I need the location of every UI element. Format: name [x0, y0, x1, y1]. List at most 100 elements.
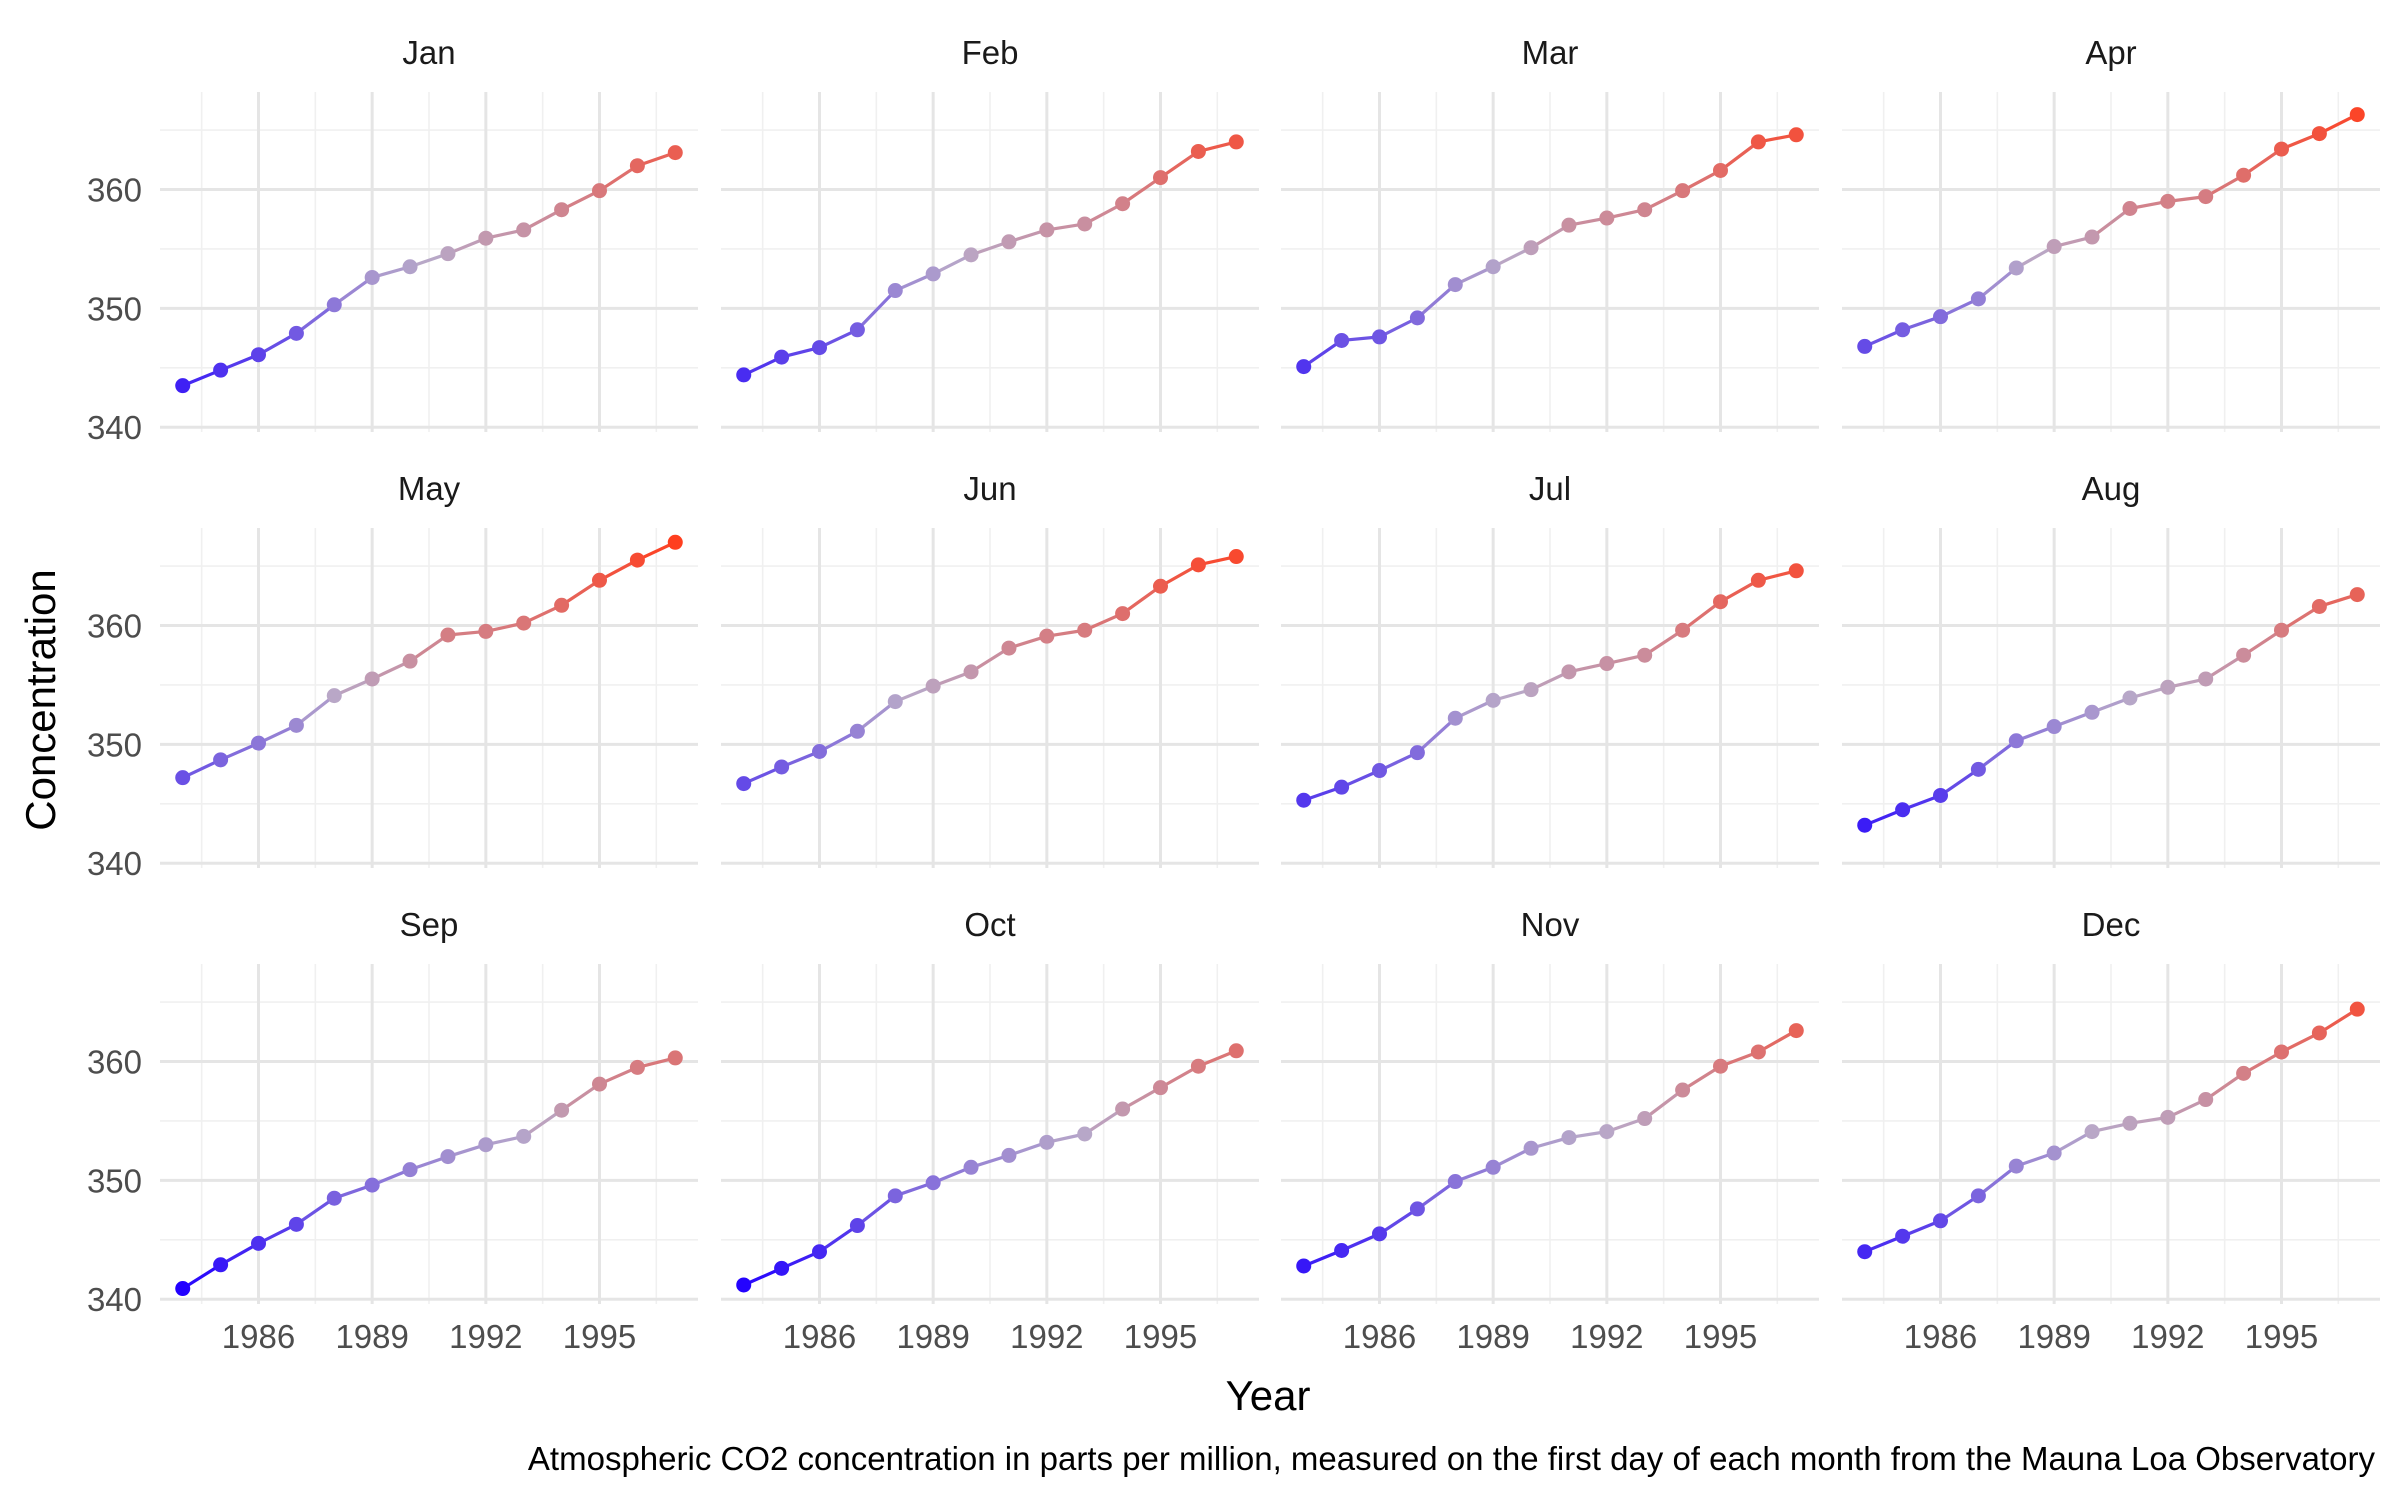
x-tick-label: 1992: [1010, 1318, 1083, 1355]
data-point: [2236, 1066, 2251, 1081]
data-point: [1895, 802, 1910, 817]
x-tick-label: 1995: [563, 1318, 636, 1355]
x-tick-label: 1989: [2017, 1318, 2090, 1355]
data-point: [1191, 144, 1206, 159]
data-point: [630, 1060, 645, 1075]
data-point: [440, 246, 455, 261]
data-point: [1077, 1127, 1092, 1142]
panel-dec: Dec 1986 1989 1992 1995: [1842, 906, 2380, 1355]
panel-title-dec: Dec: [2082, 906, 2141, 943]
x-tick-label: 1995: [1124, 1318, 1197, 1355]
data-point: [251, 736, 266, 751]
data-point: [2274, 623, 2289, 638]
data-point: [1039, 629, 1054, 644]
data-point: [1637, 648, 1652, 663]
data-point: [1334, 780, 1349, 795]
data-point: [1971, 1188, 1986, 1203]
panel-title-oct: Oct: [964, 906, 1015, 943]
panel-title-sep: Sep: [400, 906, 459, 943]
data-point: [850, 322, 865, 337]
data-point: [403, 1162, 418, 1177]
data-point: [289, 718, 304, 733]
data-point: [888, 694, 903, 709]
data-point: [2160, 1110, 2175, 1125]
data-point: [1895, 322, 1910, 337]
data-point: [1191, 1059, 1206, 1074]
data-point: [2085, 705, 2100, 720]
data-point: [964, 664, 979, 679]
data-point: [1675, 183, 1690, 198]
data-point: [2047, 719, 2062, 734]
data-point: [964, 1160, 979, 1175]
data-point: [1372, 1226, 1387, 1241]
data-point: [1524, 682, 1539, 697]
data-point: [327, 688, 342, 703]
data-point: [175, 770, 190, 785]
data-point: [2350, 1002, 2365, 1017]
data-point: [1115, 1102, 1130, 1117]
x-tick-label: 1989: [896, 1318, 969, 1355]
data-point: [1857, 339, 1872, 354]
data-point: [1115, 606, 1130, 621]
data-point: [2009, 733, 2024, 748]
data-point: [2236, 168, 2251, 183]
panel-oct: Oct 1986 1989 1992 1995: [721, 906, 1259, 1355]
y-tick-label: 360: [87, 607, 142, 644]
y-tick-label: 340: [87, 845, 142, 882]
data-point: [365, 1178, 380, 1193]
data-point: [1039, 1135, 1054, 1150]
data-point: [812, 744, 827, 759]
data-point: [1524, 1141, 1539, 1156]
data-point: [289, 326, 304, 341]
x-tick-label: 1992: [2131, 1318, 2204, 1355]
data-point: [736, 1277, 751, 1292]
data-point: [1372, 763, 1387, 778]
data-point: [1751, 1044, 1766, 1059]
data-point: [440, 1149, 455, 1164]
data-point: [812, 1244, 827, 1259]
data-point: [2160, 680, 2175, 695]
y-tick-label: 360: [87, 1043, 142, 1080]
data-point: [213, 1257, 228, 1272]
panel-title-feb: Feb: [962, 34, 1019, 71]
data-point: [1599, 656, 1614, 671]
panel-nov: Nov1986 1989 1992 1995: [1281, 906, 1819, 1355]
data-point: [1153, 1080, 1168, 1095]
data-point: [592, 573, 607, 588]
data-point: [2047, 239, 2062, 254]
x-tick-label: 1989: [335, 1318, 408, 1355]
data-point: [1789, 1023, 1804, 1038]
panel-may: May340350360: [87, 470, 698, 882]
panel-title-jan: Jan: [402, 34, 455, 71]
data-point: [1001, 1148, 1016, 1163]
data-point: [1933, 309, 1948, 324]
data-point: [1077, 216, 1092, 231]
data-point: [1115, 196, 1130, 211]
data-point: [1933, 1213, 1948, 1228]
data-point: [175, 378, 190, 393]
data-point: [2198, 1092, 2213, 1107]
data-point: [478, 624, 493, 639]
data-point: [516, 1129, 531, 1144]
data-point: [1448, 711, 1463, 726]
data-point: [1486, 1160, 1501, 1175]
panel-title-may: May: [398, 470, 461, 507]
data-point: [1229, 1043, 1244, 1058]
data-point: [1637, 202, 1652, 217]
data-point: [668, 1050, 683, 1065]
y-tick-label: 340: [87, 409, 142, 446]
panel-title-apr: Apr: [2085, 34, 2136, 71]
data-point: [1857, 818, 1872, 833]
panel-jan: Jan 340 350 360: [87, 34, 698, 446]
data-point: [2160, 194, 2175, 209]
panel-apr: Apr: [1842, 34, 2380, 432]
y-tick-label: 360: [87, 171, 142, 208]
x-tick-label: 1986: [1904, 1318, 1977, 1355]
data-point: [1296, 793, 1311, 808]
panels-layer: Jan340350360Feb Mar AprMay340350360Jun Jul A…: [87, 34, 2380, 1355]
data-point: [1229, 134, 1244, 149]
data-point: [1486, 259, 1501, 274]
data-point: [516, 616, 531, 631]
data-point: [888, 283, 903, 298]
x-tick-label: 1986: [222, 1318, 295, 1355]
